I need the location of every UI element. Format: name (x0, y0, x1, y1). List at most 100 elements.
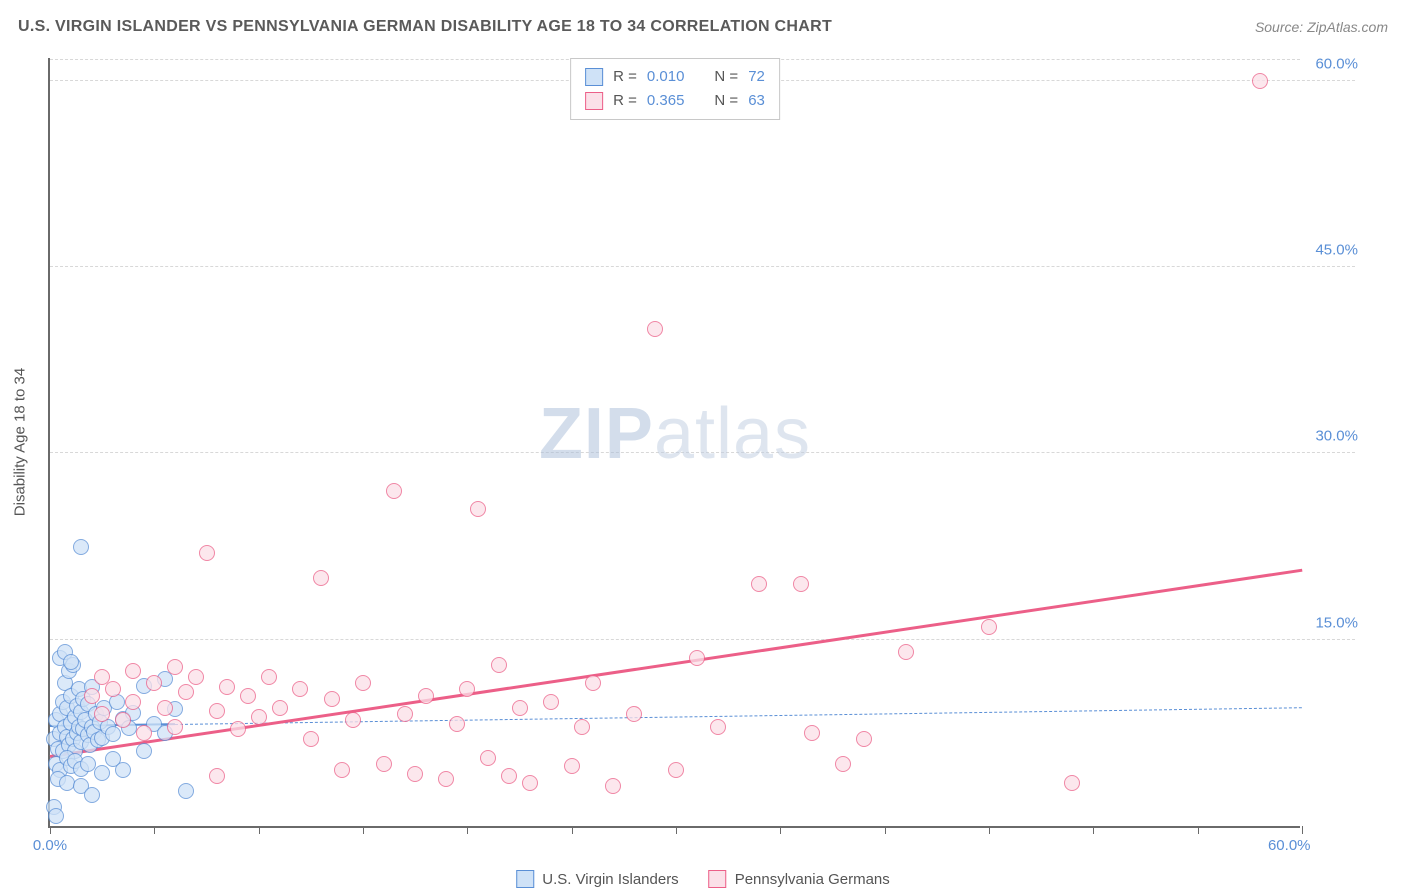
y-tick-label: 15.0% (1315, 614, 1358, 631)
scatter-point (272, 700, 288, 716)
n-label: N = (714, 89, 738, 113)
scatter-point (668, 762, 684, 778)
x-tick (1093, 826, 1094, 834)
scatter-point (981, 619, 997, 635)
scatter-point (84, 787, 100, 803)
scatter-point (512, 700, 528, 716)
legend-item: Pennsylvania Germans (709, 870, 890, 888)
x-tick (154, 826, 155, 834)
scatter-point (647, 321, 663, 337)
legend-swatch (516, 870, 534, 888)
scatter-point (105, 681, 121, 697)
r-value: 0.365 (647, 89, 685, 113)
legend-stats-row: R =0.365N =63 (585, 89, 765, 113)
legend-stats: R =0.010N =72R =0.365N =63 (570, 58, 780, 120)
gridline (50, 639, 1355, 640)
legend-item: U.S. Virgin Islanders (516, 870, 678, 888)
scatter-point (178, 783, 194, 799)
x-tick (676, 826, 677, 834)
source-attribution: Source: ZipAtlas.com (1255, 19, 1388, 35)
chart-title: U.S. VIRGIN ISLANDER VS PENNSYLVANIA GER… (18, 18, 832, 36)
scatter-point (313, 570, 329, 586)
y-tick-label: 60.0% (1315, 55, 1358, 72)
scatter-point (209, 768, 225, 784)
scatter-point (115, 762, 131, 778)
x-tick (572, 826, 573, 834)
scatter-point (501, 768, 517, 784)
scatter-point (48, 808, 64, 824)
scatter-point (125, 694, 141, 710)
legend-bottom: U.S. Virgin Islanders Pennsylvania German… (516, 870, 890, 888)
scatter-point (564, 758, 580, 774)
x-tick (885, 826, 886, 834)
scatter-point (480, 750, 496, 766)
scatter-point (397, 706, 413, 722)
scatter-point (157, 700, 173, 716)
y-tick-label: 30.0% (1315, 428, 1358, 445)
x-tick (989, 826, 990, 834)
scatter-point (345, 712, 361, 728)
scatter-point (209, 703, 225, 719)
y-axis-label: Disability Age 18 to 34 (12, 368, 29, 516)
scatter-plot-area: Disability Age 18 to 34 ZIPatlas 15.0%30… (48, 58, 1300, 828)
scatter-point (751, 576, 767, 592)
scatter-point (574, 719, 590, 735)
legend-swatch (709, 870, 727, 888)
legend-swatch (585, 68, 603, 86)
scatter-point (376, 756, 392, 772)
scatter-point (80, 756, 96, 772)
scatter-point (261, 669, 277, 685)
scatter-point (386, 483, 402, 499)
scatter-point (188, 669, 204, 685)
scatter-point (585, 675, 601, 691)
x-tick (363, 826, 364, 834)
scatter-point (94, 765, 110, 781)
scatter-point (1252, 73, 1268, 89)
scatter-point (178, 684, 194, 700)
x-tick-label: 60.0% (1268, 837, 1311, 854)
scatter-point (59, 775, 75, 791)
chart-header: U.S. VIRGIN ISLANDER VS PENNSYLVANIA GER… (18, 18, 1388, 36)
scatter-point (793, 576, 809, 592)
watermark-bold: ZIP (539, 394, 654, 474)
scatter-point (856, 731, 872, 747)
scatter-point (355, 675, 371, 691)
scatter-point (605, 778, 621, 794)
scatter-point (418, 688, 434, 704)
gridline (50, 266, 1355, 267)
scatter-point (303, 731, 319, 747)
scatter-point (251, 709, 267, 725)
legend-label: Pennsylvania Germans (735, 871, 890, 888)
scatter-point (136, 743, 152, 759)
scatter-point (199, 545, 215, 561)
r-value: 0.010 (647, 65, 685, 89)
scatter-point (230, 721, 246, 737)
scatter-point (125, 663, 141, 679)
scatter-point (407, 766, 423, 782)
scatter-point (459, 681, 475, 697)
x-tick (50, 826, 51, 834)
watermark: ZIPatlas (539, 393, 811, 475)
scatter-point (63, 654, 79, 670)
scatter-point (449, 716, 465, 732)
scatter-point (167, 659, 183, 675)
r-label: R = (613, 89, 637, 113)
x-tick (1198, 826, 1199, 834)
scatter-point (470, 501, 486, 517)
x-tick (780, 826, 781, 834)
x-tick-label: 0.0% (33, 837, 67, 854)
scatter-point (626, 706, 642, 722)
x-tick (1302, 826, 1303, 834)
scatter-point (324, 691, 340, 707)
gridline (50, 452, 1355, 453)
scatter-point (94, 706, 110, 722)
scatter-point (334, 762, 350, 778)
scatter-point (136, 725, 152, 741)
scatter-point (115, 712, 131, 728)
scatter-point (522, 775, 538, 791)
x-tick (467, 826, 468, 834)
n-label: N = (714, 65, 738, 89)
watermark-light: atlas (654, 394, 811, 474)
scatter-point (146, 675, 162, 691)
legend-label: U.S. Virgin Islanders (542, 871, 678, 888)
